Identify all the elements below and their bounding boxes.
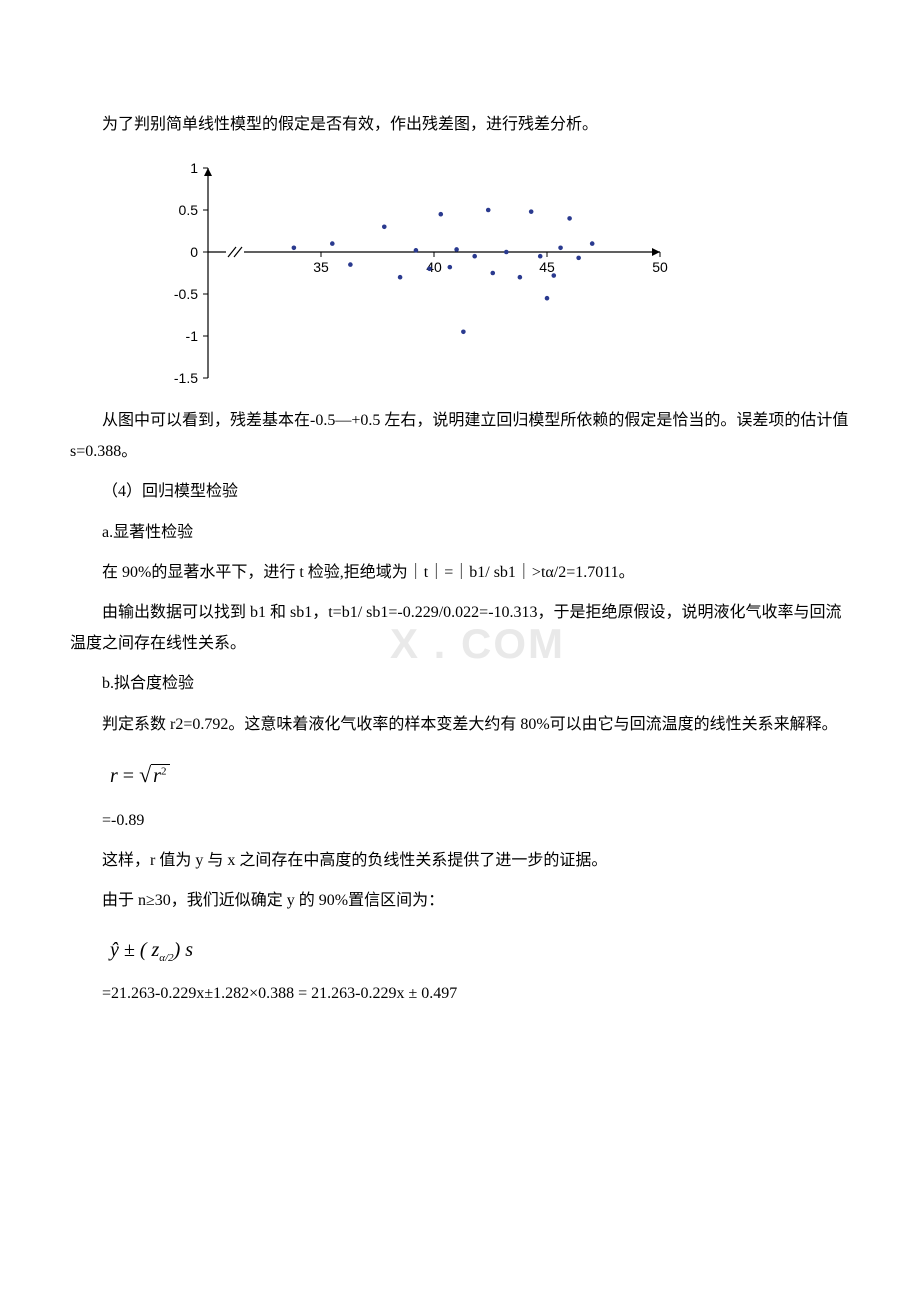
text: 从图中可以看到，残差基本在-0.5—+0.5 左右，说明建立回归模型所依赖的假定… [70,412,848,459]
svg-text:1: 1 [190,160,198,176]
formula-part: ) s [174,939,193,961]
svg-text:50: 50 [652,259,668,275]
formula-radicand: r [153,765,161,787]
subsection-heading: b.拟合度检验 [70,669,850,699]
text: 由输出数据可以找到 b1 和 sb1，t=b1/ sb1=-0.229/0.02… [70,604,842,651]
svg-text:-1: -1 [186,328,199,344]
paragraph: 在 90%的显著水平下，进行 t 检验,拒绝域为｜t｜=｜b1/ sb1｜>tα… [70,558,850,588]
paragraph: =-0.89 [70,806,850,836]
paragraph: 由于 n≥30，我们近似确定 y 的 90%置信区间为： [70,886,850,916]
formula-lhs: r [110,765,118,787]
paragraph: =21.263-0.229x±1.282×0.388 = 21.263-0.22… [70,979,850,1009]
paragraph: 为了判别简单线性模型的假定是否有效，作出残差图，进行残差分析。 [70,110,850,140]
paragraph: 从图中可以看到，残差基本在-0.5—+0.5 左右，说明建立回归模型所依赖的假定… [70,406,850,467]
formula-ci: ŷ ± ( zα/2) s [110,931,850,969]
svg-text:0.5: 0.5 [179,202,199,218]
paragraph: 判定系数 r2=0.792。这意味着液化气收率的样本变差大约有 80%可以由它与… [70,710,850,740]
subsection-heading: a.显著性检验 [70,518,850,548]
formula-sub: α/2 [159,952,173,964]
svg-text:45: 45 [539,259,555,275]
residual-scatter-chart: 10.50-0.5-1-1.535404550 [150,158,850,388]
svg-text:-1.5: -1.5 [174,370,198,386]
svg-text:-0.5: -0.5 [174,286,198,302]
formula-eq: = [123,765,134,787]
svg-text:0: 0 [190,244,198,260]
formula-part: ŷ ± ( z [110,939,159,961]
formula-sup: 2 [161,765,167,777]
svg-text:35: 35 [313,259,329,275]
paragraph: 这样，r 值为 y 与 x 之间存在中高度的负线性关系提供了进一步的证据。 [70,846,850,876]
paragraph: 由输出数据可以找到 b1 和 sb1，t=b1/ sb1=-0.229/0.02… [70,598,850,659]
formula-r-sqrt: r = √r2 [110,754,850,796]
section-heading: （4）回归模型检验 [70,477,850,507]
